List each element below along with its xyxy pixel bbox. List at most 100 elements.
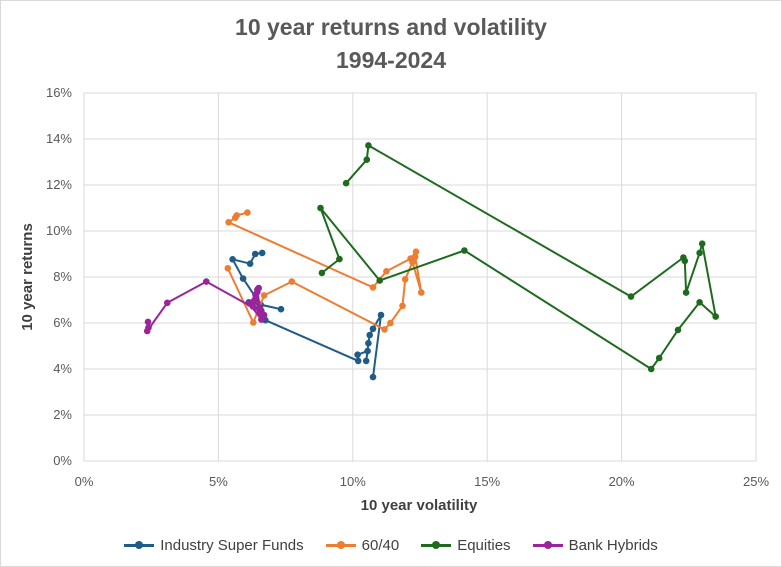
data-point-60-40 — [260, 292, 268, 299]
data-point-industry-super-funds — [277, 305, 285, 313]
data-point-60-40 — [224, 265, 232, 272]
legend-marker-icon — [336, 540, 345, 549]
data-point-industry-super-funds — [364, 347, 371, 355]
x-axis-ticks: 0% 5% 10% 15% 20% 25% — [75, 474, 770, 489]
data-point-industry-super-funds — [354, 351, 361, 359]
legend-swatch — [124, 540, 155, 549]
x-tick-label: 25% — [743, 474, 769, 489]
data-point-60-40 — [411, 253, 419, 261]
data-point-equities — [682, 289, 690, 296]
data-point-equities — [318, 269, 326, 277]
data-point-equities — [681, 257, 689, 265]
data-point-bank-hybrids — [144, 318, 152, 326]
data-point-60-40 — [383, 268, 390, 275]
data-point-equities — [712, 313, 719, 320]
x-tick-label: 20% — [609, 474, 635, 489]
data-point-60-40 — [232, 214, 239, 221]
data-point-equities — [317, 204, 324, 212]
legend-marker-icon — [135, 540, 144, 549]
data-point-equities — [627, 293, 635, 300]
data-point-industry-super-funds — [366, 331, 374, 339]
x-tick-label: 0% — [75, 474, 94, 489]
legend-marker-icon — [432, 540, 441, 549]
data-point-60-40 — [369, 284, 377, 291]
legend-item-60-40: 60/40 — [325, 536, 400, 554]
y-tick-label: 10% — [46, 223, 72, 238]
y-tick-label: 12% — [46, 177, 72, 192]
data-point-60-40 — [288, 278, 296, 285]
data-point-bank-hybrids — [203, 278, 210, 285]
x-tick-label: 10% — [340, 474, 366, 489]
data-point-equities — [365, 142, 372, 149]
data-point-equities — [336, 255, 343, 263]
series-equities — [317, 142, 719, 373]
x-tick-label: 5% — [209, 474, 228, 489]
data-point-industry-super-funds — [246, 260, 254, 268]
chart-title: 10 year returns and volatility — [235, 14, 547, 40]
data-point-equities — [461, 247, 468, 254]
data-point-industry-super-funds — [354, 357, 362, 365]
legend-label: Industry Super Funds — [160, 536, 304, 554]
data-point-bank-hybrids — [251, 296, 258, 304]
legend-label: 60/40 — [361, 536, 400, 554]
data-point-equities — [696, 299, 703, 306]
legend: Industry Super Funds 60/40 Equities Bank Hy… — [0, 534, 782, 556]
data-point-60-40 — [244, 209, 251, 216]
legend-swatch — [325, 540, 356, 549]
data-point-industry-super-funds — [251, 250, 259, 258]
data-point-industry-super-funds — [362, 357, 370, 365]
legend-item-equities: Equities — [421, 536, 511, 554]
y-tick-label: 14% — [46, 131, 72, 146]
data-point-60-40 — [418, 289, 425, 296]
data-point-industry-super-funds — [369, 373, 377, 381]
data-point-60-40 — [409, 258, 416, 266]
data-point-industry-super-funds — [258, 249, 266, 257]
data-point-equities — [342, 179, 350, 187]
legend-swatch — [532, 540, 563, 549]
data-point-60-40 — [412, 248, 420, 255]
data-point-industry-super-funds — [239, 275, 247, 282]
data-point-equities — [674, 326, 682, 334]
data-point-industry-super-funds — [229, 255, 236, 263]
y-axis-title: 10 year returns — [19, 223, 36, 331]
data-point-equities — [655, 354, 663, 362]
gridlines — [83, 92, 757, 462]
data-point-60-40 — [387, 319, 394, 327]
data-point-bank-hybrids — [164, 299, 171, 307]
data-point-60-40 — [401, 276, 409, 283]
y-tick-label: 6% — [53, 315, 72, 330]
data-point-industry-super-funds — [365, 339, 372, 347]
y-tick-label: 8% — [53, 269, 72, 284]
x-tick-label: 15% — [474, 474, 500, 489]
legend-item-industry-super-funds: Industry Super Funds — [124, 536, 304, 554]
data-point-60-40 — [381, 326, 388, 333]
legend-item-bank-hybrids: Bank Hybrids — [532, 536, 658, 554]
data-point-60-40 — [250, 319, 257, 326]
y-tick-label: 2% — [53, 407, 72, 422]
data-point-industry-super-funds — [369, 325, 377, 333]
y-axis-ticks: 0% 2% 4% 6% 8% 10% 12% 14% 16% — [46, 85, 72, 468]
legend-marker-icon — [543, 540, 552, 549]
data-point-equities — [696, 249, 703, 257]
data-point-bank-hybrids — [254, 288, 261, 296]
legend-label: Bank Hybrids — [568, 536, 658, 554]
data-point-equities — [647, 365, 655, 373]
data-point-industry-super-funds — [377, 311, 385, 319]
legend-swatch — [421, 540, 452, 549]
data-point-equities — [698, 240, 706, 247]
chart-subtitle: 1994-2024 — [336, 47, 446, 73]
legend-label: Equities — [457, 536, 511, 554]
series-line-equities — [319, 144, 717, 370]
series-60-40 — [224, 209, 425, 333]
series-layer — [143, 142, 719, 381]
data-point-bank-hybrids — [256, 304, 264, 312]
y-tick-label: 0% — [53, 453, 72, 468]
data-point-bank-hybrids — [258, 310, 265, 318]
y-tick-label: 4% — [53, 361, 72, 376]
data-point-equities — [376, 277, 384, 284]
data-point-equities — [363, 156, 371, 163]
data-point-60-40 — [225, 219, 232, 226]
data-point-60-40 — [399, 302, 406, 310]
